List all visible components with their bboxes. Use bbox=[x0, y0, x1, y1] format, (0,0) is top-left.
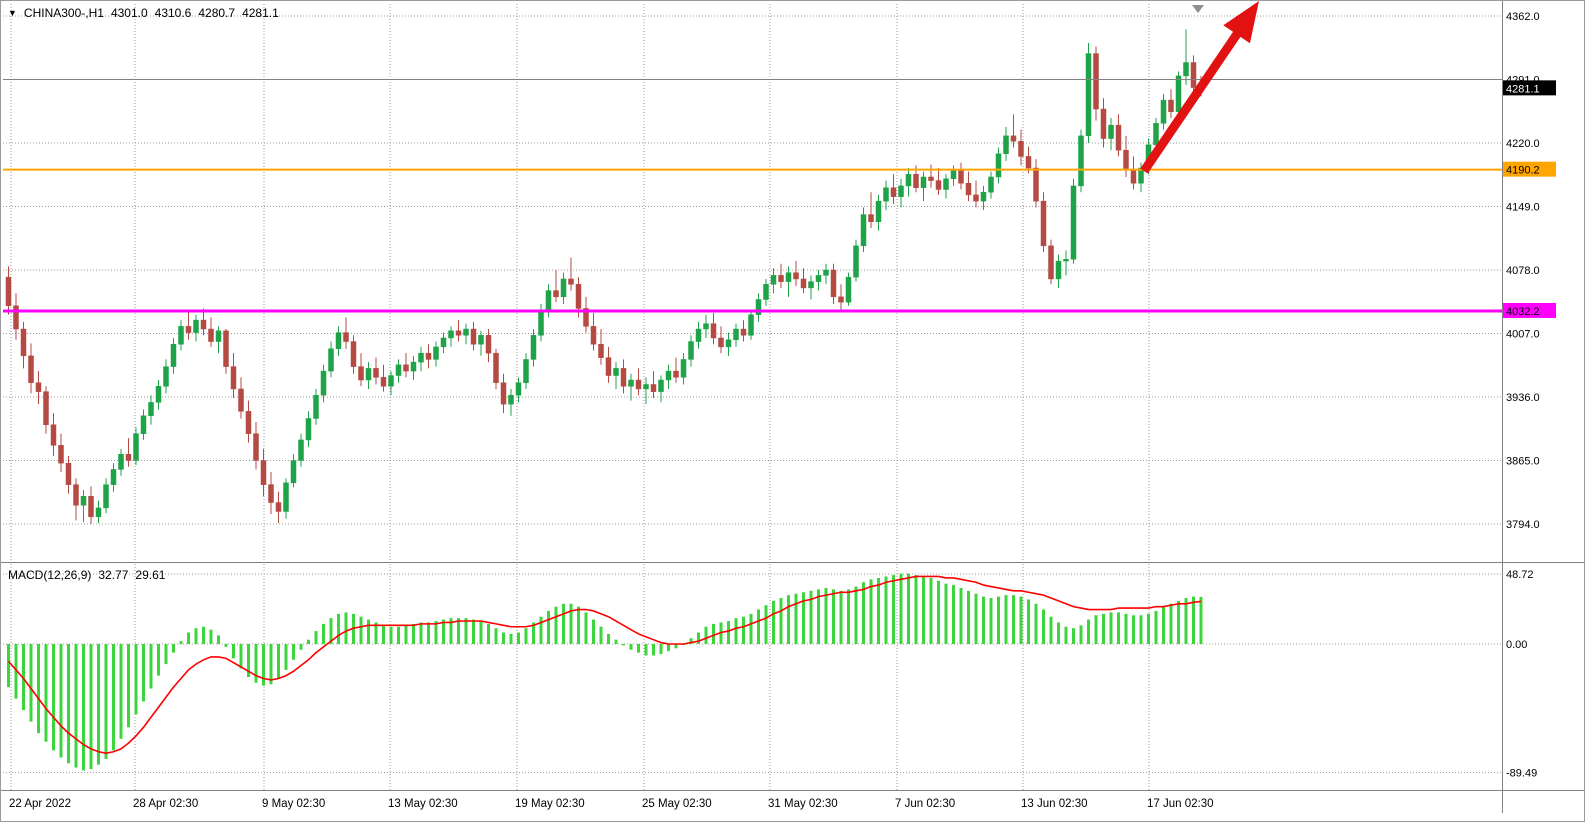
svg-text:3936.0: 3936.0 bbox=[1506, 392, 1540, 404]
svg-text:13 Jun 02:30: 13 Jun 02:30 bbox=[1021, 798, 1088, 810]
price-badge: 4190.2 bbox=[1503, 161, 1556, 177]
svg-text:28 Apr 02:30: 28 Apr 02:30 bbox=[133, 798, 198, 810]
svg-text:17 Jun 02:30: 17 Jun 02:30 bbox=[1147, 798, 1214, 810]
symbol-dropdown-icon[interactable]: ▼ bbox=[8, 7, 17, 18]
svg-text:4362.0: 4362.0 bbox=[1506, 11, 1540, 23]
svg-text:3865.0: 3865.0 bbox=[1506, 456, 1540, 468]
svg-text:19 May 02:30: 19 May 02:30 bbox=[515, 798, 585, 810]
svg-text:4032.2: 4032.2 bbox=[1506, 306, 1540, 318]
svg-text:13 May 02:30: 13 May 02:30 bbox=[388, 798, 458, 810]
object-anchor-icon[interactable] bbox=[1192, 5, 1204, 13]
svg-text:-89.49: -89.49 bbox=[1506, 768, 1537, 780]
svg-text:4149.0: 4149.0 bbox=[1506, 202, 1540, 214]
price-badge: 4281.1 bbox=[1503, 80, 1556, 96]
svg-text:4078.0: 4078.0 bbox=[1506, 265, 1540, 277]
svg-text:4281.1: 4281.1 bbox=[1506, 83, 1540, 95]
svg-text:31 May 02:30: 31 May 02:30 bbox=[768, 798, 838, 810]
svg-text:25 May 02:30: 25 May 02:30 bbox=[642, 798, 712, 810]
svg-text:3794.0: 3794.0 bbox=[1506, 519, 1540, 531]
time-axis[interactable]: 22 Apr 2022 28 Apr 02:30 9 May 02:30 13 May… bbox=[9, 798, 1214, 810]
grid bbox=[3, 4, 1502, 790]
svg-text:48.72: 48.72 bbox=[1506, 569, 1534, 581]
macd-histogram bbox=[7, 573, 1203, 771]
trend-arrow[interactable] bbox=[1140, 1, 1259, 174]
macd-axis[interactable]: 48.72 0.00 -89.49 bbox=[1506, 569, 1537, 780]
svg-text:22 Apr 2022: 22 Apr 2022 bbox=[9, 798, 71, 810]
macd-signal-line bbox=[7, 575, 1202, 755]
svg-text:9 May 02:30: 9 May 02:30 bbox=[262, 798, 325, 810]
svg-text:7 Jun 02:30: 7 Jun 02:30 bbox=[895, 798, 955, 810]
svg-text:4007.0: 4007.0 bbox=[1506, 329, 1540, 341]
svg-text:4220.0: 4220.0 bbox=[1506, 138, 1540, 150]
candlestick-series bbox=[5, 29, 1204, 524]
svg-text:4190.2: 4190.2 bbox=[1506, 165, 1540, 177]
price-badge: 4032.2 bbox=[1503, 302, 1556, 318]
svg-text:0.00: 0.00 bbox=[1506, 639, 1527, 651]
